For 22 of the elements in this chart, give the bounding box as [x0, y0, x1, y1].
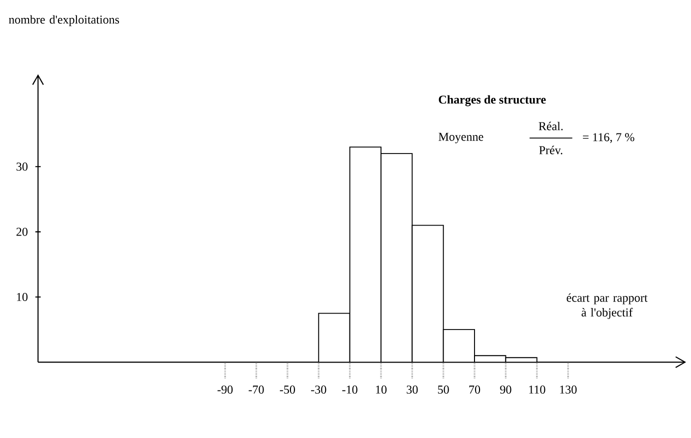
- x-tick-label: 110: [529, 385, 546, 394]
- annotation: Prév.: [539, 146, 562, 154]
- annotation: Réal.: [538, 122, 563, 130]
- y-axis-title: nombre d'exploitations: [8, 15, 120, 26]
- x-tick-label: -50: [280, 385, 296, 394]
- x-tick-label: -30: [311, 385, 326, 394]
- x-axis-title: écart par rapport à l'objectif: [566, 293, 648, 319]
- x-tick-label: 50: [438, 385, 449, 394]
- x-tick-label: 90: [500, 385, 512, 394]
- annotation: Moyenne: [438, 132, 484, 144]
- x-tick-label: 130: [560, 385, 577, 394]
- annotation: Charges de structure: [438, 95, 546, 106]
- y-tick-label: 20: [16, 228, 28, 236]
- y-tick-label: 30: [16, 162, 28, 171]
- x-tick-label: 30: [406, 385, 418, 394]
- y-tick-label: 10: [17, 292, 28, 301]
- x-tick-label: 70: [469, 385, 480, 394]
- x-tick-label: -90: [218, 385, 233, 394]
- x-tick-label: -70: [248, 385, 264, 394]
- annotation: = 116, 7 %: [582, 133, 634, 143]
- x-tick-label: -10: [342, 385, 358, 394]
- x-tick-label: 10: [376, 385, 387, 394]
